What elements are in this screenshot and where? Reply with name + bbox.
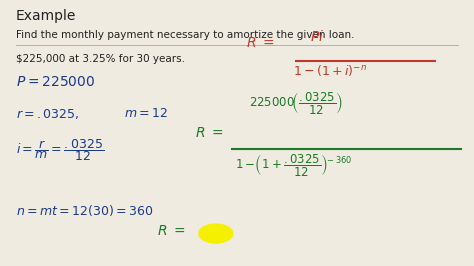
Text: $1-\!\left(1+\dfrac{.0325}{12}\right)^{\!\!-360}$: $1-\!\left(1+\dfrac{.0325}{12}\right)^{\… bbox=[235, 152, 352, 178]
Text: $n = mt = 12(30) = 360$: $n = mt = 12(30) = 360$ bbox=[16, 203, 153, 218]
Text: $R\ =$: $R\ =$ bbox=[157, 224, 186, 238]
Text: $r = .0325,$: $r = .0325,$ bbox=[16, 107, 79, 121]
Circle shape bbox=[199, 224, 233, 243]
Text: $225000\!\left(\dfrac{.0325}{12}\right)$: $225000\!\left(\dfrac{.0325}{12}\right)$ bbox=[249, 90, 343, 115]
Text: $R\ =$: $R\ =$ bbox=[195, 126, 224, 140]
Text: $Pi$: $Pi$ bbox=[310, 29, 324, 44]
Text: $R\ =$: $R\ =$ bbox=[246, 36, 275, 49]
Text: $1-(1+i)^{-n}$: $1-(1+i)^{-n}$ bbox=[292, 63, 367, 78]
Text: Find the monthly payment necessary to amortize the given loan.: Find the monthly payment necessary to am… bbox=[16, 30, 354, 40]
Text: $225,000 at 3.25% for 30 years.: $225,000 at 3.25% for 30 years. bbox=[16, 54, 184, 64]
Text: $P = 225000$: $P = 225000$ bbox=[16, 75, 95, 89]
Text: $i = \dfrac{r}{m} = \dfrac{.0325}{12}$: $i = \dfrac{r}{m} = \dfrac{.0325}{12}$ bbox=[16, 137, 104, 163]
Text: $m = 12$: $m = 12$ bbox=[124, 107, 168, 120]
Text: Example: Example bbox=[16, 9, 76, 23]
